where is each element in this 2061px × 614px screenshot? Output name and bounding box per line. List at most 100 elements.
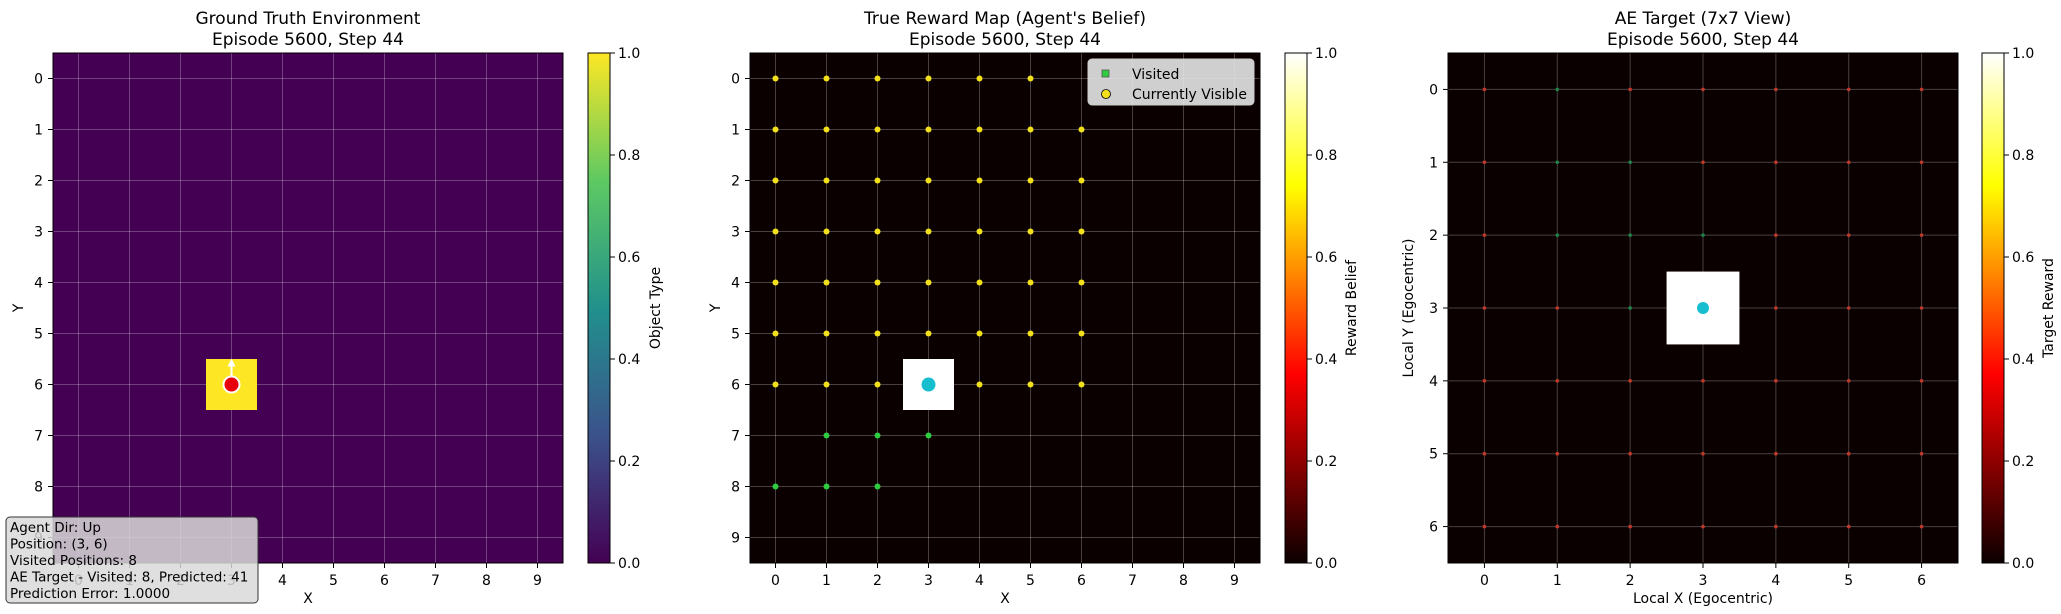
colorbar-tick-label: 0.0	[1315, 556, 1337, 572]
colorbar-tick-label: 1.0	[2012, 46, 2034, 62]
y-tick-label: 2	[1429, 228, 1438, 244]
colorbar-tick-label: 0.6	[618, 250, 640, 266]
target-point-green	[1701, 233, 1705, 237]
visible-point	[1078, 228, 1085, 235]
chart-title: AE Target (7x7 View)	[1615, 9, 1791, 29]
y-tick-label: 3	[731, 225, 740, 241]
visible-point	[1027, 279, 1034, 286]
y-tick-label: 2	[731, 174, 740, 190]
colorbar-tick-label: 1.0	[1315, 46, 1337, 62]
x-tick-label: 8	[1179, 573, 1188, 589]
target-point-red	[1482, 87, 1487, 92]
target-point-red	[1555, 379, 1560, 383]
info-box-line: Prediction Error: 1.0000	[10, 586, 170, 602]
target-point-red	[1846, 87, 1851, 92]
y-tick-label: 5	[731, 327, 740, 343]
target-point-red	[1774, 233, 1778, 237]
target-point-red	[1774, 451, 1778, 456]
colorbar-tick-label: 0.6	[1315, 250, 1337, 266]
target-point-red	[1919, 379, 1924, 383]
chart-title: True Reward Map (Agent's Belief)	[863, 9, 1146, 29]
x-tick-label: 8	[482, 573, 491, 589]
visible-point	[1078, 279, 1085, 286]
y-tick-label: 8	[731, 480, 740, 496]
colorbar-tick-label: 1.0	[618, 46, 640, 62]
visible-point	[925, 177, 932, 184]
info-box-line: Visited Positions: 8	[10, 553, 137, 569]
visible-point	[823, 330, 830, 337]
colorbar-tick-label: 0.2	[618, 454, 640, 470]
colorbar-label: Reward Belief	[1344, 259, 1360, 356]
target-point-red	[1482, 160, 1487, 165]
visible-point	[823, 177, 830, 184]
target-point-red	[1628, 87, 1632, 92]
target-point-green	[1628, 233, 1632, 237]
visible-point	[772, 381, 779, 388]
y-tick-label: 4	[34, 276, 43, 292]
y-tick-label: 3	[34, 225, 43, 241]
target-point-red	[1774, 87, 1778, 92]
y-tick-label: 7	[731, 429, 740, 445]
target-point-red	[1628, 524, 1632, 529]
colorbar-gradient	[1981, 52, 2005, 564]
axes-frame	[52, 52, 564, 564]
target-point-red	[1774, 160, 1778, 165]
target-point-red	[1555, 524, 1560, 529]
visible-point	[925, 228, 932, 235]
y-tick-label: 3	[1429, 301, 1438, 317]
agent-marker	[222, 375, 241, 394]
target-point-red	[1482, 379, 1487, 383]
x-tick-label: 9	[1230, 573, 1239, 589]
visible-point	[1078, 330, 1085, 337]
y-tick-label: 0	[1429, 82, 1438, 98]
target-point-red	[1482, 524, 1487, 529]
target-point-green	[1628, 306, 1632, 310]
target-point-red	[1846, 306, 1851, 310]
legend-label-visible: Currently Visible	[1132, 87, 1247, 103]
visited-point	[823, 432, 830, 439]
colorbar-tick-label: 0.8	[618, 148, 640, 164]
y-tick-label: 1	[34, 123, 43, 139]
visible-point	[874, 177, 881, 184]
target-point-green	[1628, 160, 1632, 165]
x-tick-label: 5	[329, 573, 338, 589]
colorbar-label: Object Type	[648, 267, 664, 349]
agent-marker	[1697, 302, 1709, 314]
visible-point	[772, 177, 779, 184]
visible-point	[823, 228, 830, 235]
visible-point	[874, 126, 881, 133]
x-tick-label: 5	[1844, 573, 1853, 589]
target-point-red	[1846, 160, 1851, 165]
target-point-red	[1846, 451, 1851, 456]
x-tick-label: 9	[533, 573, 542, 589]
visited-point	[772, 483, 779, 490]
legend-box	[1087, 58, 1255, 106]
visible-point	[874, 279, 881, 286]
target-point-red	[1919, 306, 1924, 310]
visible-point	[1078, 177, 1085, 184]
x-tick-label: 3	[1699, 573, 1708, 589]
heatmap-background	[53, 53, 563, 563]
target-point-green	[1555, 233, 1560, 237]
target-point-red	[1774, 379, 1778, 383]
info-box-line: Position: (3, 6)	[10, 537, 108, 553]
colorbar-tick-label: 0.0	[2012, 556, 2034, 572]
visible-point	[874, 330, 881, 337]
x-tick-label: 5	[1026, 573, 1035, 589]
grid-lines	[53, 53, 563, 563]
visible-point	[1078, 381, 1085, 388]
chart-panel-2: True Reward Map (Agent's Belief)Episode …	[708, 9, 1360, 607]
visible-point	[1027, 381, 1034, 388]
x-tick-label: 2	[1626, 573, 1635, 589]
visible-point	[772, 330, 779, 337]
visible-point	[874, 228, 881, 235]
legend: Visited Currently Visible	[1087, 58, 1255, 106]
x-tick-label: 4	[278, 573, 287, 589]
visible-point	[976, 126, 983, 133]
target-point-red	[1701, 379, 1705, 383]
target-point-red	[1628, 451, 1632, 456]
colorbar: 0.0 0.2 0.4 0.6 0.8 1.0 Object Type	[587, 46, 664, 572]
target-point-red	[1774, 306, 1778, 310]
target-point-red	[1846, 233, 1851, 237]
target-point-red	[1774, 524, 1778, 529]
